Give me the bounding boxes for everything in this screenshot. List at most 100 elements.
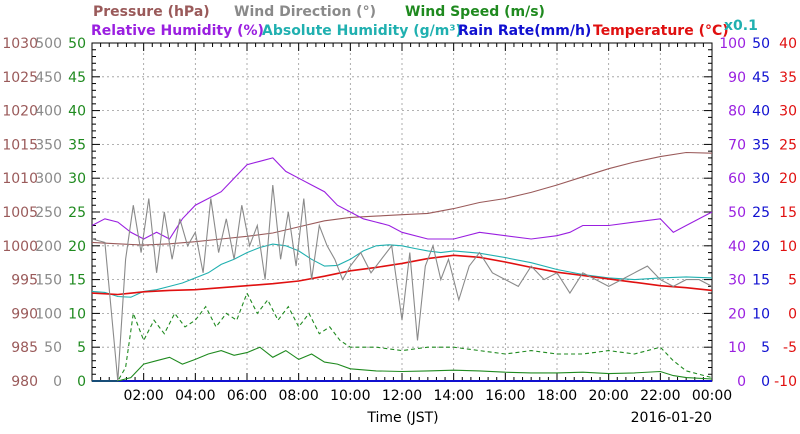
y-label-temperature: 25 <box>779 137 797 153</box>
y-label-rain-rate: 45 <box>752 70 770 86</box>
y-label-temperature: 0 <box>788 306 797 322</box>
y-label-wind-direction: 500 <box>35 36 62 52</box>
y-label-wind-direction: 50 <box>44 340 62 356</box>
series-wind-direction <box>91 184 713 382</box>
series-wind-speed-gust <box>92 291 713 382</box>
y-label-wind-direction: 400 <box>35 104 62 120</box>
legend-humidity: Relative Humidity (%) <box>91 23 264 39</box>
y-label-temperature: -10 <box>774 374 797 390</box>
x-tick-label: 16:00 <box>485 388 525 404</box>
x-tick-label: 18:00 <box>537 388 577 404</box>
y-label-wind-speed: 10 <box>68 306 86 322</box>
y-label-pressure: 1000 <box>2 239 38 255</box>
y-label-wind-speed: 0 <box>77 374 86 390</box>
y-label-humidity: 80 <box>728 104 746 120</box>
y-label-temperature: 5 <box>788 273 797 289</box>
x-tick-label: 22:00 <box>640 388 680 404</box>
y-label-pressure: 980 <box>11 374 38 390</box>
series-temperature <box>91 254 713 296</box>
y-axis-labels: 1030102510201015101010051000995990985980… <box>2 36 797 390</box>
y-label-rain-rate: 15 <box>752 273 770 289</box>
chart-date: 2016-01-20 <box>631 410 712 426</box>
y-label-pressure: 990 <box>11 306 38 322</box>
y-label-temperature: 15 <box>779 205 797 221</box>
y-label-rain-rate: 50 <box>752 36 770 52</box>
y-label-humidity: 30 <box>728 273 746 289</box>
y-label-rain-rate: 10 <box>752 306 770 322</box>
y-label-wind-direction: 150 <box>35 273 62 289</box>
y-label-wind-direction: 250 <box>35 205 62 221</box>
x-tick-label: 10:00 <box>330 388 370 404</box>
y-label-rain-rate: 30 <box>752 171 770 187</box>
series-lines <box>91 151 713 382</box>
y-label-wind-speed: 30 <box>68 171 86 187</box>
y-label-rain-rate: 20 <box>752 239 770 255</box>
y-label-pressure: 1015 <box>2 137 38 153</box>
y-label-temperature: 40 <box>779 36 797 52</box>
y-label-temperature: 30 <box>779 104 797 120</box>
y-label-wind-direction: 450 <box>35 70 62 86</box>
x-tick-label: 02:00 <box>123 388 163 404</box>
legend-wind-direction: Wind Direction (°) <box>234 4 376 20</box>
series-wind-speed <box>92 346 713 382</box>
y-label-wind-speed: 35 <box>68 137 86 153</box>
y-label-humidity: 40 <box>728 239 746 255</box>
legend-abs-humidity: Absolute Humidity (g/m³) <box>262 23 462 39</box>
y-label-rain-rate: 40 <box>752 104 770 120</box>
legend-scale-note: x0.1 <box>724 18 758 34</box>
y-label-humidity: 60 <box>728 171 746 187</box>
y-label-rain-rate: 35 <box>752 137 770 153</box>
x-axis-labels: 02:00 04:00 06:00 08:00 10:00 12:00 14:00 16:00… <box>123 388 732 404</box>
y-label-humidity: 10 <box>728 340 746 356</box>
y-label-pressure: 1005 <box>2 205 38 221</box>
x-tick-label: 00:00 <box>692 388 732 404</box>
y-label-temperature: 20 <box>779 171 797 187</box>
axis-ticks <box>91 42 713 382</box>
y-label-wind-speed: 20 <box>68 239 86 255</box>
y-label-pressure: 1010 <box>2 171 38 187</box>
x-tick-label: 06:00 <box>227 388 267 404</box>
x-tick-label: 20:00 <box>588 388 628 404</box>
series-pressure <box>91 151 713 246</box>
y-label-humidity: 20 <box>728 306 746 322</box>
y-label-wind-speed: 15 <box>68 273 86 289</box>
y-label-wind-direction: 200 <box>35 239 62 255</box>
y-label-wind-direction: 350 <box>35 137 62 153</box>
grid <box>92 43 712 381</box>
y-label-rain-rate: 25 <box>752 205 770 221</box>
y-label-rain-rate: 5 <box>761 340 770 356</box>
legend-rain-rate: Rain Rate(mm/h) <box>458 23 591 39</box>
y-label-humidity: 90 <box>728 70 746 86</box>
x-axis-title: Time (JST) <box>366 410 438 426</box>
y-label-pressure: 1025 <box>2 70 38 86</box>
x-tick-label: 14:00 <box>433 388 473 404</box>
y-label-humidity: 0 <box>737 374 746 390</box>
y-label-wind-direction: 300 <box>35 171 62 187</box>
legend-temperature: Temperature (°C) <box>593 23 729 39</box>
y-label-wind-speed: 45 <box>68 70 86 86</box>
y-label-pressure: 1020 <box>2 104 38 120</box>
x-tick-label: 04:00 <box>175 388 215 404</box>
y-label-pressure: 985 <box>11 340 38 356</box>
legend-wind-speed: Wind Speed (m/s) <box>405 4 545 20</box>
y-label-pressure: 995 <box>11 273 38 289</box>
y-label-temperature: 10 <box>779 239 797 255</box>
y-label-humidity: 100 <box>719 36 746 52</box>
y-label-wind-direction: 0 <box>53 374 62 390</box>
y-label-pressure: 1030 <box>2 36 38 52</box>
y-label-temperature: -5 <box>783 340 797 356</box>
y-label-humidity: 50 <box>728 205 746 221</box>
y-label-temperature: 35 <box>779 70 797 86</box>
y-label-rain-rate: 0 <box>761 374 770 390</box>
x-tick-label: 12:00 <box>382 388 422 404</box>
y-label-wind-speed: 25 <box>68 205 86 221</box>
y-label-wind-speed: 50 <box>68 36 86 52</box>
y-label-wind-direction: 100 <box>35 306 62 322</box>
y-label-humidity: 70 <box>728 137 746 153</box>
x-tick-label: 08:00 <box>278 388 318 404</box>
y-label-wind-speed: 40 <box>68 104 86 120</box>
series-humidity <box>91 157 713 240</box>
legend-pressure: Pressure (hPa) <box>93 4 210 20</box>
